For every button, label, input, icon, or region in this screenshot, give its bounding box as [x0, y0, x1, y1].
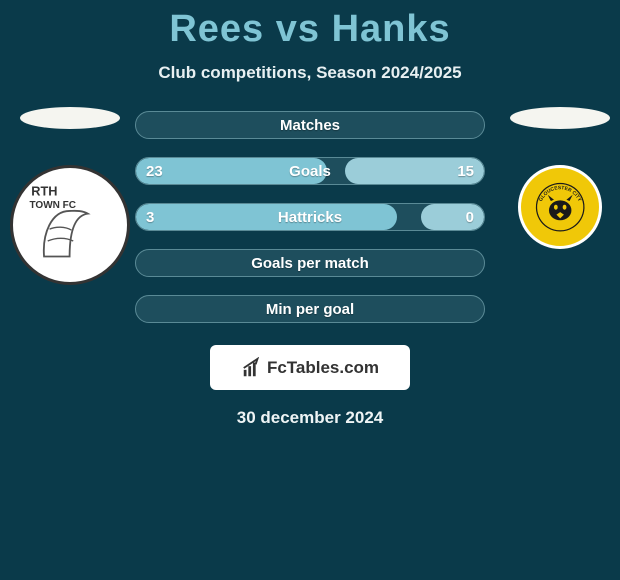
bar-label: Hattricks [136, 204, 484, 230]
player-silhouette-right [510, 107, 610, 129]
crest-left-text-top: RTH [32, 184, 58, 199]
tiger-icon [548, 195, 573, 221]
crest-right: GLOUCESTER CITY [518, 165, 602, 249]
chart-icon [241, 357, 263, 379]
crest-left-text-bottom: TOWN FC [30, 201, 77, 212]
bar-label: Goals [136, 158, 484, 184]
bar-label: Goals per match [136, 250, 484, 276]
fctables-widget[interactable]: FcTables.com [210, 345, 410, 390]
date-label: 30 december 2024 [0, 408, 620, 428]
bar-label: Min per goal [136, 296, 484, 322]
crest-right-text: GLOUCESTER CITY [538, 185, 583, 203]
page-title: Rees vs Hanks [0, 0, 620, 51]
crest-left: RTH TOWN FC [10, 165, 130, 285]
team-left-column: RTH TOWN FC [10, 107, 130, 285]
team-right-column: GLOUCESTER CITY [510, 107, 610, 249]
stat-bar-matches: Matches [135, 111, 485, 139]
stat-bar-min-per-goal: Min per goal [135, 295, 485, 323]
stat-bars: Matches 23 Goals 15 3 Hattricks 0 Goals … [135, 111, 485, 323]
subtitle: Club competitions, Season 2024/2025 [0, 63, 620, 83]
stat-bar-goals: 23 Goals 15 [135, 157, 485, 185]
crest-left-icon: RTH TOWN FC [24, 179, 115, 270]
bar-label: Matches [136, 112, 484, 138]
player-silhouette-left [20, 107, 120, 129]
svg-text:GLOUCESTER CITY: GLOUCESTER CITY [538, 185, 583, 203]
bar-value-right: 0 [466, 204, 474, 230]
stat-bar-hattricks: 3 Hattricks 0 [135, 203, 485, 231]
crest-right-icon: GLOUCESTER CITY [529, 176, 591, 238]
bar-value-right: 15 [457, 158, 474, 184]
stat-bar-goals-per-match: Goals per match [135, 249, 485, 277]
widget-label: FcTables.com [267, 358, 379, 378]
comparison-panel: RTH TOWN FC GLOUCESTER CITY [0, 111, 620, 428]
